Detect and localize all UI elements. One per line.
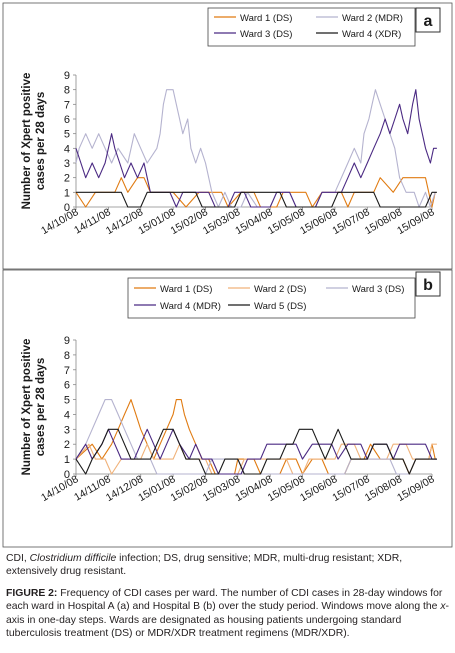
y-tick-label: 9 <box>64 335 70 347</box>
y-tick-label: 9 <box>64 70 70 82</box>
legend-label: Ward 2 (MDR) <box>342 13 403 24</box>
legend-label: Ward 4 (XDR) <box>342 29 401 40</box>
series-line <box>75 89 437 208</box>
series-line <box>75 399 437 475</box>
y-tick-label: 2 <box>64 439 70 451</box>
y-tick-label: 7 <box>64 99 70 111</box>
y-tick-label: 3 <box>64 424 70 436</box>
series-line <box>76 191 437 208</box>
y-tick-label: 4 <box>64 409 70 421</box>
panel-label-box <box>415 7 441 33</box>
y-axis-label-line: Number of Xpert positive <box>21 339 33 476</box>
panel-label: a <box>424 13 433 30</box>
abbreviations-note: CDI, Clostridium difficile infection; DS… <box>6 553 403 578</box>
y-tick-label: 0 <box>64 469 70 481</box>
legend-label: Ward 2 (DS) <box>254 284 306 295</box>
panel-frame <box>2 2 453 270</box>
legend-label: Ward 3 (DS) <box>352 284 404 295</box>
y-tick-label: 2 <box>64 173 70 185</box>
y-tick-label: 8 <box>64 350 70 362</box>
series-line <box>75 428 437 475</box>
y-tick-label: 4 <box>64 143 70 155</box>
legend-label: Ward 3 (DS) <box>240 29 292 40</box>
panel-label-box <box>415 271 441 297</box>
series-line <box>75 89 436 208</box>
series-line <box>75 399 437 475</box>
series-line <box>75 428 437 475</box>
y-tick-label: 5 <box>64 395 70 407</box>
panel-label: b <box>423 277 433 294</box>
figure-label: FIGURE 2: <box>6 588 58 599</box>
y-axis-label-line: cases per 28 days <box>35 358 47 456</box>
y-tick-label: 8 <box>64 85 70 97</box>
x-tick-label: 14/10/08 <box>39 473 81 504</box>
y-axis-label-line: cases per 28 days <box>35 92 47 190</box>
legend-box <box>127 277 416 319</box>
chart-panel-a: a 0 1 2 3 4 5 6 7 8 9 Number of Xpert positive cases… <box>2 2 453 270</box>
y-axis-label-line: Number of Xpert positive <box>21 73 33 210</box>
legend-label: Ward 5 (DS) <box>254 301 306 312</box>
legend-box <box>207 7 416 47</box>
y-tick-label: 1 <box>64 187 70 199</box>
panel-frame <box>2 269 453 548</box>
y-axis-label: Number of Xpert positive cases per 28 day… <box>21 339 47 476</box>
x-tick-label: 14/10/08 <box>39 206 81 237</box>
y-tick-label: 0 <box>64 202 70 214</box>
legend-label: Ward 4 (MDR) <box>160 301 221 312</box>
y-tick-label: 1 <box>64 454 70 466</box>
y-tick-label: 6 <box>64 380 70 392</box>
figure-caption: FIGURE 2: Frequency of CDI cases per war… <box>6 588 449 639</box>
y-tick-label: 3 <box>64 158 70 170</box>
legend-label: Ward 1 (DS) <box>240 13 292 24</box>
y-axis-label: Number of Xpert positive cases per 28 day… <box>21 73 47 210</box>
x-tick-label: 15/09/08 <box>395 206 437 237</box>
legend-label: Ward 1 (DS) <box>160 284 212 295</box>
y-tick-label: 5 <box>64 129 70 141</box>
y-tick-label: 7 <box>64 365 70 377</box>
chart-panel-b: b 0 1 2 3 4 5 6 7 8 9 Number of Xpert positive cases… <box>2 269 453 548</box>
y-tick-label: 6 <box>64 114 70 126</box>
x-tick-label: 15/09/08 <box>395 473 437 504</box>
